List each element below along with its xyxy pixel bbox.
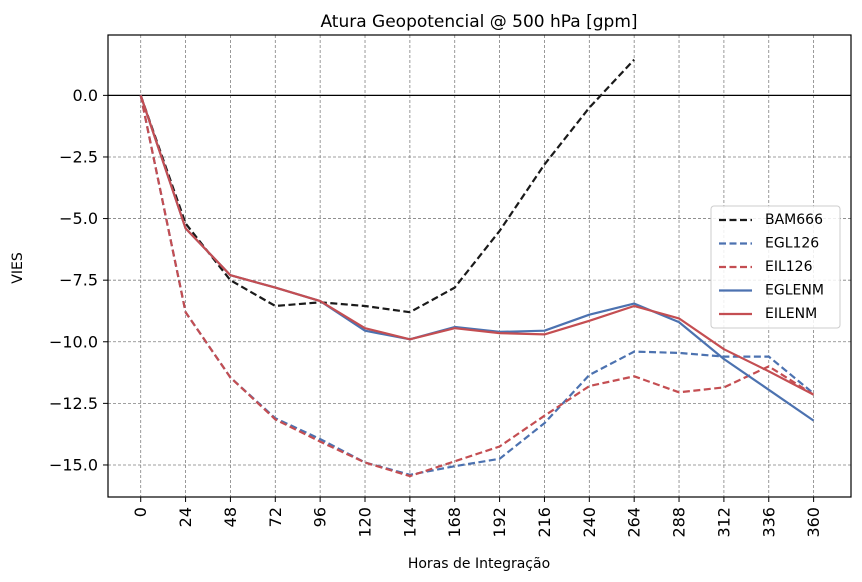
legend-items: BAM666 EGL126 EIL126 EGLENM EILENM bbox=[719, 212, 824, 322]
series-line-eil126 bbox=[139, 95, 815, 478]
y-tick-label: −12.5 bbox=[49, 394, 98, 413]
series-line-bam666 bbox=[139, 58, 636, 314]
plot-area-frame bbox=[107, 34, 852, 498]
series-lines bbox=[139, 58, 815, 478]
legend-label-egl126: EGL126 bbox=[765, 236, 819, 252]
y-tick-label: −7.5 bbox=[59, 271, 98, 290]
y-axis-ticks: 0.0 −2.5 −5.0 −7.5 −10.0 −12.5 −15.0 bbox=[49, 86, 108, 474]
x-tick-label: 312 bbox=[714, 507, 733, 538]
x-tick-label: 288 bbox=[670, 507, 689, 538]
x-axis-ticks: 0 24 48 72 96 120 144 168 192 216 240 264 288 312 336 3… bbox=[131, 497, 823, 538]
x-tick-label: 72 bbox=[266, 507, 285, 527]
x-tick-label: 216 bbox=[535, 507, 554, 538]
x-tick-label: 168 bbox=[445, 507, 464, 538]
x-tick-label: 120 bbox=[356, 507, 375, 538]
legend-label-bam666: BAM666 bbox=[765, 212, 823, 228]
y-tick-label: −5.0 bbox=[59, 209, 98, 228]
legend: BAM666 EGL126 EIL126 EGLENM EILENM bbox=[710, 205, 841, 329]
x-tick-label: 144 bbox=[400, 507, 419, 538]
x-tick-label: 360 bbox=[804, 507, 823, 538]
x-axis-title: Horas de Integração bbox=[408, 556, 550, 572]
y-tick-label: −10.0 bbox=[49, 332, 98, 351]
y-tick-label: −2.5 bbox=[59, 147, 98, 166]
legend-box bbox=[710, 205, 841, 329]
x-tick-label: 96 bbox=[311, 507, 330, 527]
x-tick-label: 192 bbox=[490, 507, 509, 538]
x-tick-label: 336 bbox=[759, 507, 778, 538]
y-tick-label: −15.0 bbox=[49, 455, 98, 474]
series-line-eilenm bbox=[139, 95, 815, 396]
y-tick-label: 0.0 bbox=[73, 86, 98, 105]
x-tick-label: 24 bbox=[176, 507, 195, 527]
x-tick-label: 240 bbox=[580, 507, 599, 538]
legend-label-eilenm: EILENM bbox=[765, 306, 817, 322]
x-tick-label: 264 bbox=[625, 507, 644, 538]
y-axis-title: VIES bbox=[10, 252, 26, 284]
legend-label-eil126: EIL126 bbox=[765, 259, 813, 275]
legend-label-eglenm: EGLENM bbox=[765, 283, 824, 299]
x-tick-label: 48 bbox=[221, 507, 240, 527]
chart-title: Atura Geopotencial @ 500 hPa [gpm] bbox=[320, 12, 637, 32]
x-tick-label: 0 bbox=[131, 507, 150, 517]
